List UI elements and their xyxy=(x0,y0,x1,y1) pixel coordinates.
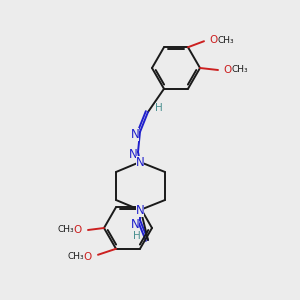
Text: H: H xyxy=(133,231,141,241)
Text: N: N xyxy=(130,128,140,140)
Text: N: N xyxy=(130,218,140,230)
Text: O: O xyxy=(74,225,82,235)
Text: O: O xyxy=(84,252,92,262)
Text: H: H xyxy=(155,103,163,113)
Text: N: N xyxy=(136,155,144,169)
Text: CH₃: CH₃ xyxy=(68,252,84,261)
Text: CH₃: CH₃ xyxy=(218,36,234,45)
Text: O: O xyxy=(210,35,218,45)
Text: CH₃: CH₃ xyxy=(58,226,74,235)
Text: N: N xyxy=(136,203,144,217)
Text: N: N xyxy=(129,148,137,160)
Text: CH₃: CH₃ xyxy=(232,65,248,74)
Text: O: O xyxy=(224,65,232,75)
